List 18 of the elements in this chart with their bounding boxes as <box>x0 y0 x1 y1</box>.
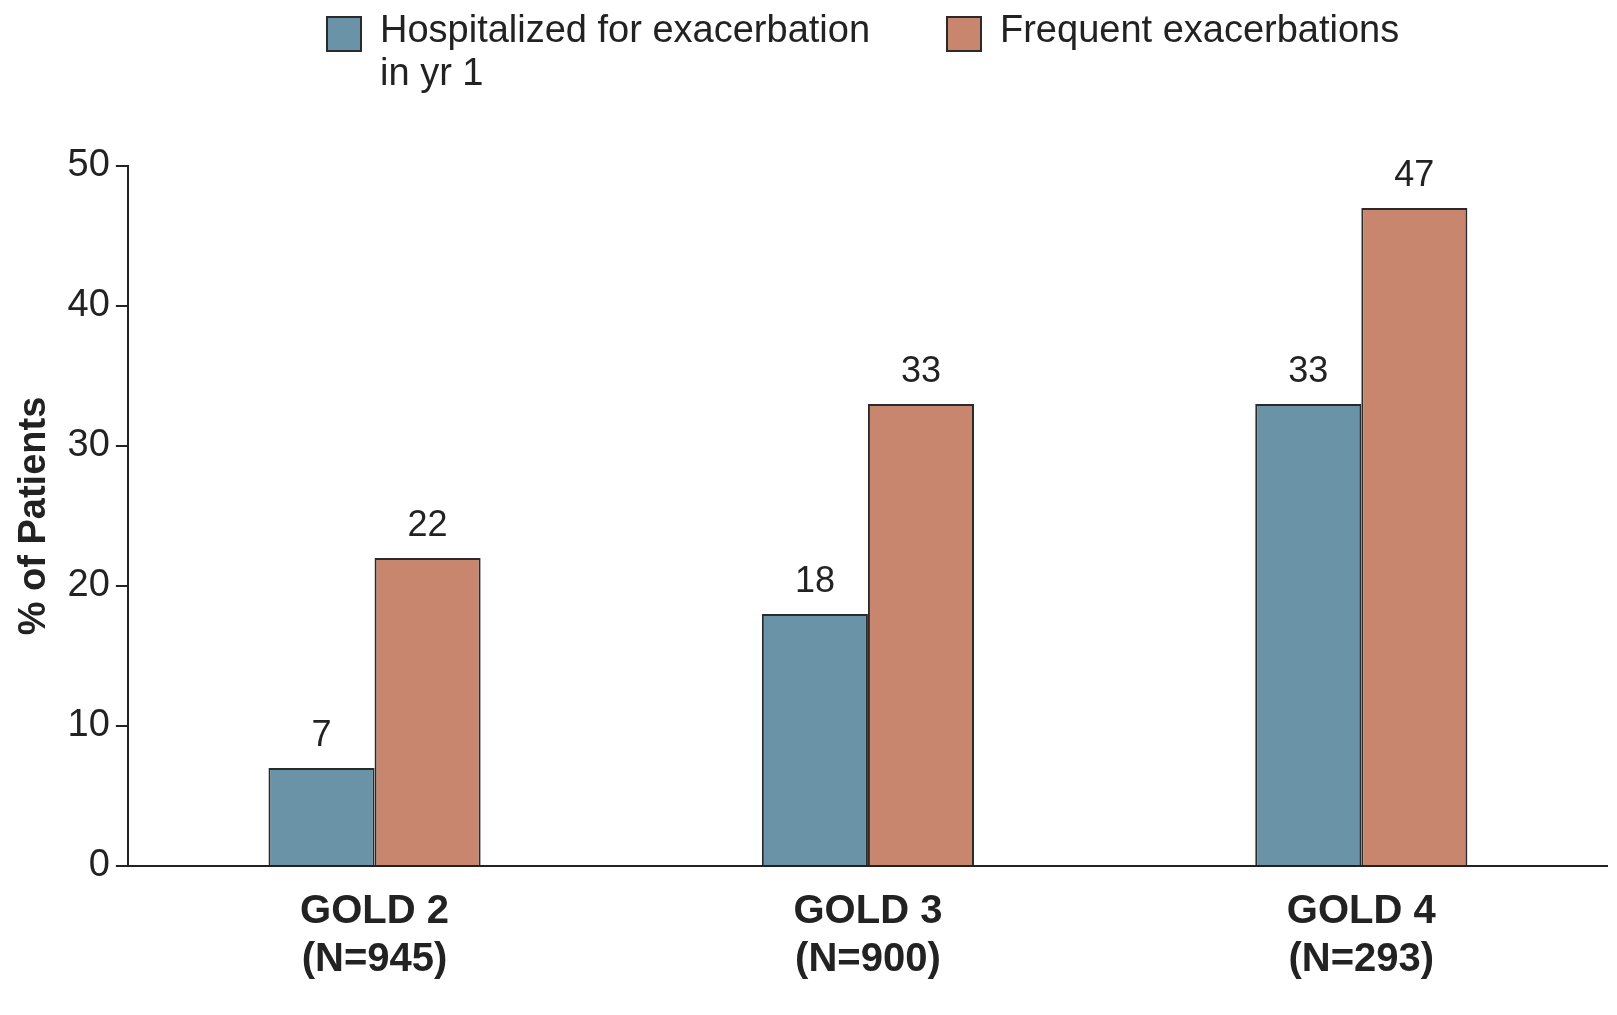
y-tick-label: 0 <box>88 842 110 885</box>
data-label: 47 <box>1394 152 1435 194</box>
data-label: 33 <box>900 348 941 390</box>
legend-label: Frequent exacerbations <box>1000 8 1400 51</box>
x-tick-label: GOLD 3 (N=900) <box>793 887 943 980</box>
y-tick-label: 20 <box>67 562 110 605</box>
data-label: 22 <box>407 502 448 544</box>
y-axis-title: % of Patients <box>11 396 54 636</box>
data-label: 7 <box>311 712 332 754</box>
data-label: 18 <box>794 558 835 600</box>
y-tick-label: 50 <box>67 142 110 185</box>
y-tick-label: 10 <box>67 702 110 745</box>
legend-label: Hospitalized for exacerbation in yr 1 <box>380 8 872 94</box>
x-tick-label: GOLD 2 (N=945) <box>300 887 450 980</box>
x-tick-label: GOLD 4 (N=293) <box>1286 887 1437 980</box>
data-label: 33 <box>1288 348 1329 390</box>
y-tick-label: 40 <box>67 282 110 325</box>
y-tick-label: 30 <box>67 422 110 465</box>
